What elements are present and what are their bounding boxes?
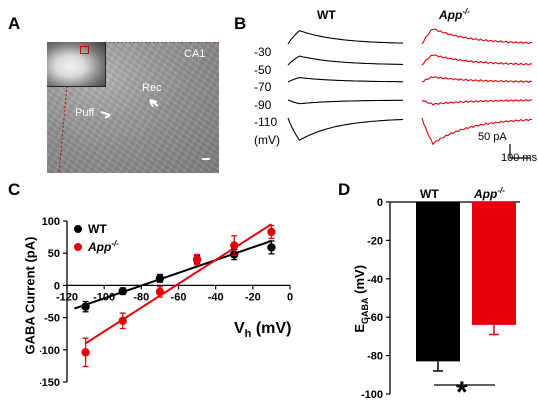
current-traces xyxy=(287,28,533,159)
d-y-tick-label: 0 xyxy=(377,197,383,209)
d-bar xyxy=(416,202,460,362)
d-y-tick-label: -40 xyxy=(367,274,383,286)
region-label: CA1 xyxy=(184,48,206,60)
micrograph-inset xyxy=(47,42,106,87)
wt-current-trace xyxy=(287,55,403,66)
d-bars xyxy=(416,202,516,372)
d-y-tick-label: -80 xyxy=(367,351,383,363)
c-x-tick-label: -60 xyxy=(171,291,187,303)
legend-wt-marker xyxy=(74,225,82,233)
c-fit-line xyxy=(85,223,272,345)
c-x-tick-label: -120 xyxy=(56,291,78,303)
c-y-tick-label: -150 xyxy=(40,377,60,389)
c-data-point xyxy=(81,348,90,357)
app-current-trace xyxy=(421,98,533,106)
c-legend-app-sup: -/- xyxy=(111,239,119,248)
c-x-tick-label: -20 xyxy=(245,291,261,303)
c-data-point xyxy=(155,287,165,297)
wt-current-trace xyxy=(287,99,404,105)
rec-label: Rec xyxy=(142,82,162,94)
inset-highlight-box xyxy=(80,46,89,54)
c-data-point xyxy=(267,227,276,237)
d-legend-app-sup: -/- xyxy=(497,186,505,195)
app-current-trace xyxy=(421,28,533,45)
wt-current-trace xyxy=(287,117,404,141)
panel-b-letter: B xyxy=(234,14,247,33)
d-legend-wt: WT xyxy=(420,187,439,201)
c-x-label-main: V xyxy=(234,320,245,337)
traces-app-title-sup: -/- xyxy=(462,7,470,16)
puff-label: Puff xyxy=(75,107,95,119)
c-data-point xyxy=(155,274,165,283)
c-y-tick-label: -50 xyxy=(44,313,60,325)
app-current-trace xyxy=(421,76,533,84)
c-x-tick-label: 0 xyxy=(287,291,293,303)
c-y-axis-label: GABA Current (pA) xyxy=(22,236,38,355)
inset-guide-left xyxy=(58,85,68,173)
c-y-tick-label: 50 xyxy=(48,248,60,260)
voltage-label: -110 xyxy=(254,115,278,129)
d-bar xyxy=(472,202,516,325)
app-current-trace xyxy=(421,117,533,146)
rec-arrow xyxy=(149,99,159,108)
egaba-bar-chart: 0 -20 -40 -60 -80 -100 xyxy=(361,197,520,401)
c-data-point xyxy=(81,302,90,311)
c-y-tick-label: -100 xyxy=(40,345,60,357)
c-x-axis-label: Vh (mV) xyxy=(234,320,291,340)
voltage-label: -30 xyxy=(254,45,272,59)
c-data-point xyxy=(267,243,276,252)
c-legend-app: App-/- xyxy=(88,239,119,254)
app-trace-group xyxy=(421,28,533,146)
significance-asterisk: * xyxy=(456,376,468,409)
wt-current-trace xyxy=(287,77,403,83)
scale-time-label: 100 ms xyxy=(501,152,538,164)
c-legend-wt: WT xyxy=(88,222,107,236)
c-data-point xyxy=(118,286,127,296)
voltage-unit: (mV) xyxy=(254,132,280,147)
c-legend xyxy=(74,225,82,251)
wt-trace-group xyxy=(287,30,404,141)
d-legend-app: App-/- xyxy=(474,186,505,201)
d-y-tick-label: -100 xyxy=(361,389,383,401)
traces-wt-title: WT xyxy=(317,8,336,22)
micrograph-image: CA1 Rec Puff xyxy=(47,42,219,173)
c-y-tick-label: 0 xyxy=(54,280,60,292)
c-data-points xyxy=(81,224,276,368)
c-data-point xyxy=(118,316,127,326)
voltage-label: -70 xyxy=(254,80,272,94)
voltage-label: -50 xyxy=(254,62,272,77)
c-legend-app-main: App xyxy=(88,240,112,254)
wt-current-trace xyxy=(287,30,403,45)
c-y-tick-label: 100 xyxy=(42,216,60,228)
voltage-label: -90 xyxy=(254,97,272,112)
traces-app-title: App-/- xyxy=(439,7,470,22)
voltage-labels: -30 -50 -70 -90 -110 (mV) xyxy=(254,44,280,149)
scale-current-label: 50 pA xyxy=(478,131,507,143)
c-x-label-unit: (mV) xyxy=(251,320,292,337)
panel-c-letter: C xyxy=(8,180,21,199)
micrograph-scale-bar xyxy=(202,158,210,160)
panel-d-letter: D xyxy=(338,180,351,199)
d-y-tick-label: -60 xyxy=(367,312,383,324)
traces-app-title-main: App xyxy=(439,8,463,22)
micrograph-overlay xyxy=(58,42,219,173)
d-legend-app-main: App xyxy=(474,187,498,201)
puff-arrow xyxy=(100,111,111,116)
panel-a-letter: A xyxy=(8,14,21,33)
c-fit-line xyxy=(74,240,272,310)
c-x-tick-label: -40 xyxy=(208,291,224,303)
legend-app-marker xyxy=(74,243,82,251)
c-x-label-sub: h xyxy=(244,328,252,341)
c-data-point xyxy=(230,241,239,250)
c-x-tick-label: -80 xyxy=(133,291,149,303)
c-fit-lines xyxy=(74,223,272,345)
c-data-point xyxy=(192,255,202,264)
d-y-tick-label: -20 xyxy=(367,235,383,247)
traces-scale-bar xyxy=(509,144,530,159)
app-current-trace xyxy=(421,54,533,66)
